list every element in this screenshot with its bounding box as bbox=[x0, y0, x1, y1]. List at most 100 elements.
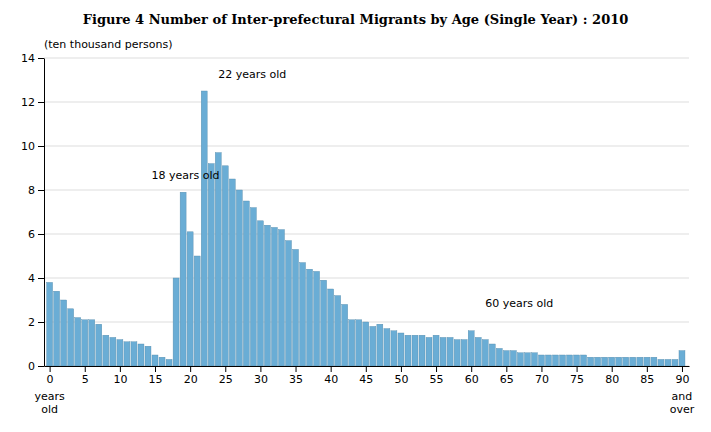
bar bbox=[602, 357, 608, 366]
bar bbox=[482, 340, 488, 366]
x-tick-label: 75 bbox=[570, 373, 584, 386]
y-tick: 12 bbox=[21, 96, 44, 109]
bar bbox=[468, 331, 474, 366]
grid-line bbox=[44, 278, 689, 279]
x-tick-label: 15 bbox=[149, 373, 163, 386]
bar bbox=[145, 346, 151, 366]
bar bbox=[616, 357, 622, 366]
x-tick: 35 bbox=[289, 366, 303, 386]
title: Figure 4 Number of Inter-prefectural Mig… bbox=[83, 12, 629, 27]
x-tick: 75 bbox=[570, 366, 584, 386]
bar bbox=[475, 337, 481, 366]
grid-line bbox=[44, 102, 689, 103]
y-tick: 14 bbox=[21, 52, 44, 65]
y-tick: 4 bbox=[28, 272, 44, 285]
bar bbox=[103, 335, 109, 366]
bar bbox=[187, 232, 193, 366]
bar bbox=[208, 164, 214, 366]
x-tick: 80 bbox=[605, 366, 619, 386]
y-tick: 0 bbox=[28, 360, 44, 373]
x-tick-mark bbox=[682, 366, 683, 372]
x-tick-label: 85 bbox=[640, 373, 654, 386]
x-tick: 60 bbox=[465, 366, 479, 386]
bar bbox=[644, 357, 650, 366]
bar bbox=[560, 355, 566, 366]
x-tick: 85 bbox=[640, 366, 654, 386]
bar bbox=[461, 340, 467, 366]
bar bbox=[630, 357, 636, 366]
x-tick-mark bbox=[506, 366, 507, 372]
bar bbox=[517, 353, 523, 366]
x-tick-label: 80 bbox=[605, 373, 619, 386]
x-tick: 10 bbox=[113, 366, 127, 386]
bar bbox=[391, 331, 397, 366]
x-tick-label: 0 bbox=[47, 373, 54, 386]
x-tick-label: 50 bbox=[394, 373, 408, 386]
y-tick-label: 4 bbox=[28, 272, 35, 285]
bar bbox=[679, 351, 685, 366]
bar bbox=[89, 320, 95, 366]
x-tick-label: 55 bbox=[430, 373, 444, 386]
x-tick-mark bbox=[225, 366, 226, 372]
x-tick-mark bbox=[190, 366, 191, 372]
x-tick-label: 30 bbox=[254, 373, 268, 386]
x-tick-mark bbox=[436, 366, 437, 372]
bar bbox=[243, 201, 249, 366]
y-axis-label: (ten thousand persons) bbox=[44, 38, 172, 51]
tick-note: andover bbox=[670, 390, 695, 416]
x-tick-label: 35 bbox=[289, 373, 303, 386]
x-tick: 5 bbox=[82, 366, 89, 386]
bar bbox=[503, 351, 509, 366]
x-tick-label: 45 bbox=[359, 373, 373, 386]
x-tick-label: 90 bbox=[675, 373, 689, 386]
x-tick: 30 bbox=[254, 366, 268, 386]
x-tick: 70 bbox=[535, 366, 549, 386]
x-tick-mark bbox=[541, 366, 542, 372]
y-tick: 10 bbox=[21, 140, 44, 153]
bar bbox=[47, 282, 53, 366]
x-tick-mark bbox=[366, 366, 367, 372]
x-tick-label: 65 bbox=[500, 373, 514, 386]
bar bbox=[250, 208, 256, 366]
y-tick: 2 bbox=[28, 316, 44, 329]
x-tick: 65 bbox=[500, 366, 514, 386]
y-axis-line bbox=[44, 59, 45, 367]
bar bbox=[658, 359, 664, 366]
bar bbox=[567, 355, 573, 366]
x-tick: 90 bbox=[675, 366, 689, 386]
x-tick-mark bbox=[155, 366, 156, 372]
bar bbox=[545, 355, 551, 366]
bar bbox=[300, 263, 306, 366]
x-tick: 25 bbox=[219, 366, 233, 386]
bar bbox=[377, 324, 383, 366]
grid bbox=[44, 58, 689, 366]
tick-note: yearsold bbox=[34, 390, 65, 416]
y-tick-label: 10 bbox=[21, 140, 35, 153]
bar bbox=[433, 335, 439, 366]
x-tick-mark bbox=[471, 366, 472, 372]
bar bbox=[307, 269, 313, 366]
bar bbox=[328, 289, 334, 366]
grid-line bbox=[44, 190, 689, 191]
x-tick-mark bbox=[401, 366, 402, 372]
bar bbox=[278, 230, 284, 366]
grid-line bbox=[44, 58, 689, 59]
x-tick: 55 bbox=[430, 366, 444, 386]
bar bbox=[222, 166, 228, 366]
x-tick-mark bbox=[647, 366, 648, 372]
annotation: 60 years old bbox=[485, 297, 553, 310]
x-tick-mark bbox=[612, 366, 613, 372]
bar bbox=[426, 337, 432, 366]
bar bbox=[236, 190, 242, 366]
bar bbox=[531, 353, 537, 366]
x-tick: 20 bbox=[184, 366, 198, 386]
bar bbox=[454, 340, 460, 366]
bar bbox=[370, 326, 376, 366]
x-tick-label: 40 bbox=[324, 373, 338, 386]
x-tick-label: 70 bbox=[535, 373, 549, 386]
y-tick-label: 2 bbox=[28, 316, 35, 329]
x-tick: 50 bbox=[394, 366, 408, 386]
bar bbox=[173, 278, 179, 366]
bar bbox=[293, 249, 299, 366]
bar bbox=[110, 337, 116, 366]
